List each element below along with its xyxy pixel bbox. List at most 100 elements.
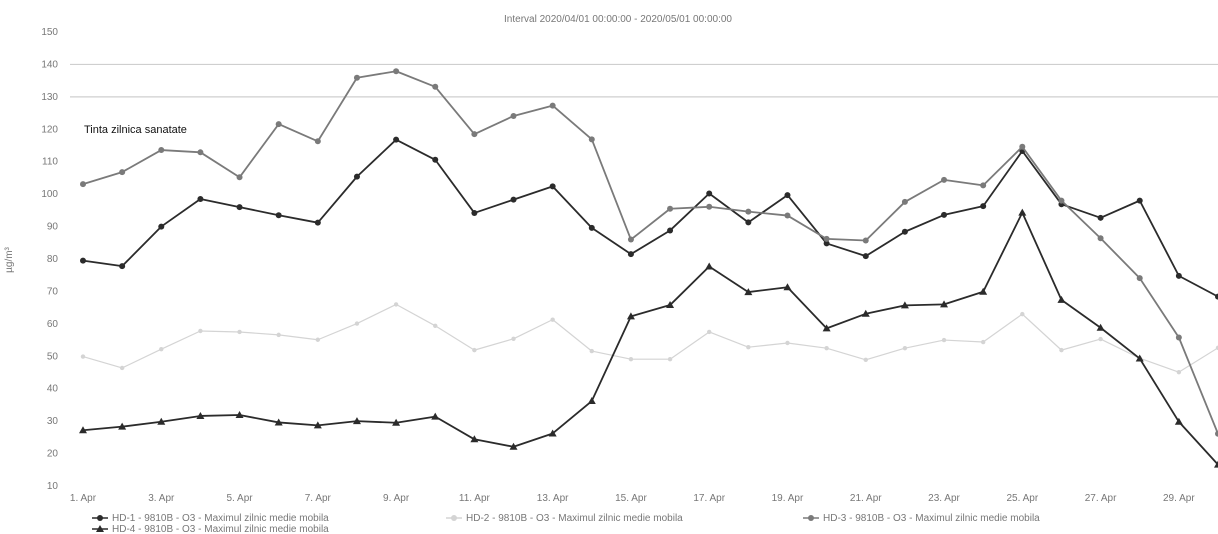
data-point[interactable] [431,412,440,420]
data-point[interactable] [159,346,164,352]
data-point[interactable] [197,196,204,203]
data-point[interactable] [588,224,595,231]
data-point[interactable] [1096,323,1105,331]
data-point[interactable] [157,417,166,425]
data-point[interactable] [313,421,322,429]
data-point[interactable] [274,418,283,426]
data-point[interactable] [706,203,713,210]
data-point[interactable] [118,422,127,430]
data-point[interactable] [979,287,988,295]
data-point[interactable] [1214,460,1218,468]
data-point[interactable] [1136,197,1143,204]
data-point[interactable] [1215,293,1218,300]
data-point[interactable] [510,112,517,119]
data-point[interactable] [823,235,830,242]
data-point[interactable] [1020,311,1025,317]
data-point[interactable] [393,68,400,75]
data-point[interactable] [471,131,478,138]
data-point[interactable] [940,300,949,308]
data-point[interactable] [980,339,986,345]
data-point[interactable] [1215,430,1218,437]
data-point[interactable] [628,357,634,362]
data-point[interactable] [236,204,243,211]
data-point[interactable] [941,337,947,343]
data-point[interactable] [79,426,87,434]
data-point[interactable] [980,182,987,189]
data-point[interactable] [941,176,948,183]
data-point[interactable] [667,227,674,234]
data-point[interactable] [548,429,557,437]
data-point[interactable] [862,253,869,260]
data-point[interactable] [352,417,361,425]
data-point[interactable] [1098,336,1103,342]
data-point[interactable] [549,183,556,190]
data-point[interactable] [276,332,281,338]
data-point[interactable] [1019,143,1026,150]
data-point[interactable] [80,257,86,264]
data-point[interactable] [901,198,908,205]
data-point[interactable] [393,136,400,143]
data-point[interactable] [472,347,477,353]
data-point[interactable] [587,397,596,405]
data-point[interactable] [1097,235,1104,242]
data-point[interactable] [626,312,635,320]
data-point[interactable] [314,138,321,145]
data-point[interactable] [354,321,360,326]
data-point[interactable] [275,212,282,219]
data-point[interactable] [119,365,125,371]
data-point[interactable] [509,442,518,450]
data-point[interactable] [433,323,438,329]
data-point[interactable] [314,219,321,226]
data-point[interactable] [1174,417,1183,425]
data-point[interactable] [196,411,205,419]
data-point[interactable] [1135,354,1144,362]
data-point[interactable] [80,354,86,359]
data-point[interactable] [1215,345,1218,351]
data-point[interactable] [1136,275,1143,282]
data-point[interactable] [470,435,479,443]
data-point[interactable] [275,121,282,128]
data-point[interactable] [902,345,908,351]
data-point[interactable] [315,337,321,342]
data-point[interactable] [706,190,713,197]
data-point[interactable] [197,149,204,156]
data-point[interactable] [901,228,908,235]
data-point[interactable] [1175,272,1182,279]
data-point[interactable] [198,328,203,334]
data-point[interactable] [667,205,674,212]
data-point[interactable] [862,237,869,244]
data-point[interactable] [1059,347,1064,353]
data-point[interactable] [627,251,634,258]
data-point[interactable] [550,317,555,322]
data-point[interactable] [863,357,868,363]
data-point[interactable] [900,301,909,309]
data-point[interactable] [745,219,752,226]
data-point[interactable] [941,211,948,218]
data-point[interactable] [511,336,516,341]
data-point[interactable] [158,223,165,230]
data-point[interactable] [823,240,830,247]
data-point[interactable] [1175,334,1182,341]
data-point[interactable] [236,174,243,181]
data-point[interactable] [746,345,751,350]
legend-item-2[interactable]: HD-2 - 9810B - O3 - Maximul zilnic medie… [446,513,683,524]
data-point[interactable] [783,283,792,291]
data-point[interactable] [510,196,517,203]
data-point[interactable] [1058,197,1065,204]
data-point[interactable] [588,136,595,143]
data-point[interactable] [353,74,360,81]
data-point[interactable] [627,236,634,243]
data-point[interactable] [589,348,594,354]
data-point[interactable] [980,203,987,210]
data-point[interactable] [432,83,439,90]
data-point[interactable] [353,173,360,180]
data-point[interactable] [824,345,829,351]
data-point[interactable] [705,262,714,270]
data-point[interactable] [707,329,712,335]
data-point[interactable] [744,288,753,296]
data-point[interactable] [119,169,126,176]
data-point[interactable] [158,147,165,154]
data-point[interactable] [1018,208,1027,216]
legend-item-3[interactable]: HD-3 - 9810B - O3 - Maximul zilnic medie… [803,513,1040,524]
data-point[interactable] [1097,214,1104,221]
